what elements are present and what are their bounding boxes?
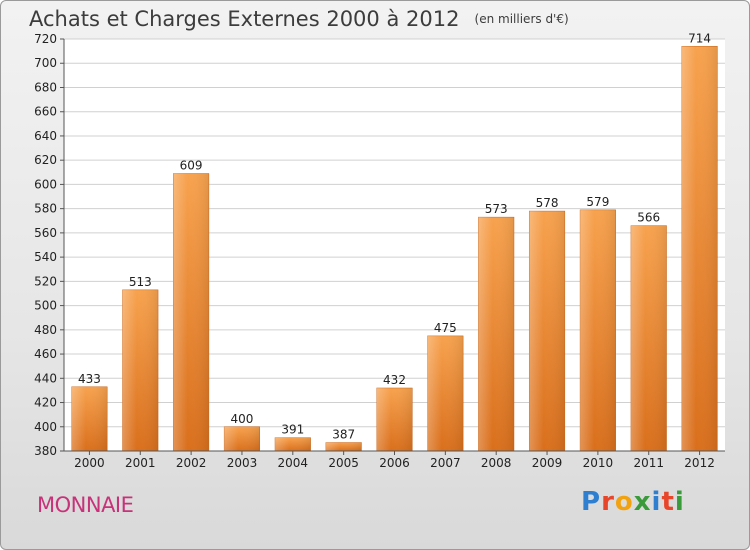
x-tick-label: 2010 [583,456,614,470]
bar-value-label: 578 [536,196,559,210]
bar-value-label: 573 [485,202,508,216]
logo-letter: r [601,487,615,517]
y-tick-label: 560 [34,226,57,240]
logo-letter: i [651,487,662,517]
bar-shading [122,289,159,451]
x-tick-label: 2008 [481,456,512,470]
y-tick-label: 520 [34,274,57,288]
y-axis: 380 400 420 440 460 480 500 520 540 560 580 600 620 6… [34,32,65,458]
chart-title: Achats et Charges Externes 2000 à 2012 [29,7,460,31]
bar-value-label: 714 [688,31,711,45]
x-tick-label: 2003 [227,456,258,470]
logo-letter: i [674,487,685,517]
x-tick-label: 2012 [684,456,715,470]
bar-shading [681,46,718,451]
y-tick-label: 380 [34,444,57,458]
bar-shading [275,437,311,451]
x-tick-label: 2011 [633,456,664,470]
y-tick-label: 620 [34,153,57,167]
y-tick-label: 540 [34,250,57,264]
y-tick-label: 460 [34,347,57,361]
x-tick-label: 2002 [176,456,207,470]
bar-shading [580,209,616,451]
bar-value-label: 387 [332,428,355,442]
city-name: MONNAIE [37,493,134,517]
bar-shading [529,211,565,451]
bar-shading [427,335,464,451]
bar-value-label: 566 [637,211,660,225]
bar-value-label: 513 [129,275,152,289]
y-tick-label: 700 [34,56,57,70]
y-tick-label: 400 [34,420,57,434]
y-tick-label: 680 [34,80,57,94]
y-tick-label: 580 [34,202,57,216]
bar-shading [376,387,413,451]
y-tick-label: 720 [34,32,57,46]
bar-shading [325,442,362,451]
x-tick-label: 2009 [532,456,563,470]
x-axis: 2000 2001 2002 2003 2004 2005 2006 2007 2008 2009… [64,450,725,470]
bars-group: 433 513 609 400 391 387 432 475 573 578 579 566 714 [71,31,718,452]
bar-value-label: 475 [434,321,457,335]
bar-value-label: 433 [78,372,101,386]
bar-value-label: 432 [383,373,406,387]
logo-letter: x [633,487,652,517]
logo-letter: o [614,487,634,517]
bar-shading [478,217,514,451]
bar-value-label: 609 [180,159,203,173]
bar-shading [173,173,209,451]
bar-value-label: 400 [231,412,254,426]
chart-title-block: Achats et Charges Externes 2000 à 2012 (… [29,7,569,31]
y-tick-label: 440 [34,371,57,385]
bar-shading [630,225,667,451]
bar-value-label: 579 [586,195,609,209]
y-tick-label: 420 [34,396,57,410]
x-tick-label: 2005 [328,456,359,470]
y-tick-label: 660 [34,105,57,119]
bar-shading [71,386,108,451]
x-tick-label: 2006 [379,456,410,470]
logo-letter: t [661,487,675,517]
x-tick-label: 2004 [278,456,309,470]
x-tick-label: 2000 [74,456,105,470]
logo-letter: P [581,487,602,517]
y-tick-label: 600 [34,177,57,191]
proxiti-logo: Proxiti [581,487,685,517]
bar-shading [224,426,260,451]
y-tick-label: 500 [34,299,57,313]
y-tick-label: 640 [34,129,57,143]
x-tick-label: 2007 [430,456,461,470]
x-tick-label: 2001 [125,456,156,470]
bar-value-label: 391 [281,423,304,437]
chart-subtitle: (en milliers d'€) [474,12,569,26]
y-tick-label: 480 [34,323,57,337]
